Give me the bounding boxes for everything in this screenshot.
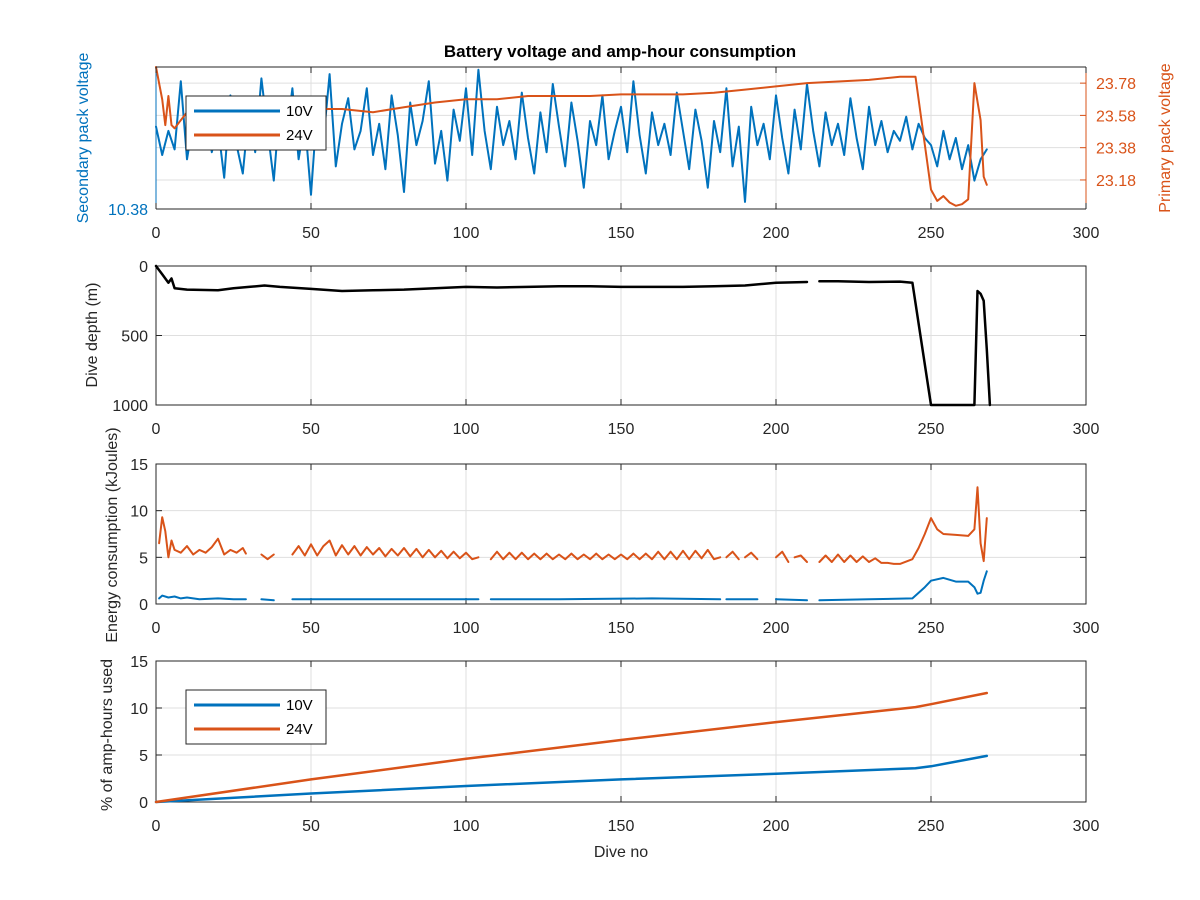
x-tick-label: 150: [608, 620, 635, 637]
x-tick-label: 0: [152, 225, 161, 242]
legend-label-24v: 24V: [286, 721, 313, 738]
voltage-legend-box: [185, 95, 327, 151]
y-tick-label-left: 10.38: [108, 202, 148, 219]
x-tick-label: 300: [1073, 225, 1100, 242]
x-tick-label: 50: [302, 421, 320, 438]
energy-ylabel: Energy consumption (kJoules): [104, 427, 121, 642]
x-tick-label: 150: [608, 421, 635, 438]
legend-label-24v: 24V: [286, 127, 313, 144]
y-tick-label: 500: [121, 329, 148, 346]
energy-24v-line-segment: [158, 516, 247, 559]
energy-24v-line-segment: [818, 486, 988, 565]
x-tick-label: 250: [918, 225, 945, 242]
energy-24v-line-segment: [793, 554, 808, 563]
x-tick-label: 0: [152, 620, 161, 637]
y-tick-label: 15: [130, 457, 148, 474]
dive-depth-panel: 0 50 100 150 200 250 300 0 500 1000: [112, 259, 1099, 438]
energy-10v-line-segment: [158, 594, 247, 601]
y-tick-label: 10: [130, 504, 148, 521]
depth-line-segment: [818, 280, 992, 407]
x-tick-label: 250: [918, 421, 945, 438]
x-tick-label: 50: [302, 818, 320, 835]
x-tick-label: 300: [1073, 818, 1100, 835]
x-tick-label: 250: [918, 620, 945, 637]
x-tick-label: 250: [918, 818, 945, 835]
amp-hours-ylabel: % of amp-hours used: [99, 659, 116, 811]
amp-hours-line-24v: [154, 691, 989, 804]
energy-24v-line-segment: [489, 548, 722, 561]
secondary-voltage-ylabel: Secondary pack voltage: [75, 53, 92, 224]
primary-voltage-ylabel: Primary pack voltage: [1157, 63, 1174, 212]
y-tick-label: 0: [139, 597, 148, 614]
x-tick-label: 100: [453, 620, 480, 637]
y-tick-label: 5: [139, 748, 148, 765]
x-tick-label: 50: [302, 620, 320, 637]
y-tick-label: 15: [130, 654, 148, 671]
energy-panel: 0 50 100 150 200 250 300 0 5 10 15: [130, 457, 1099, 637]
y-tick-label: 10: [130, 701, 148, 718]
energy-24v-line-segment: [291, 539, 480, 561]
amp-hours-legend-box: [185, 689, 327, 745]
energy-24v-line-segment: [744, 551, 759, 561]
y-tick-label: 5: [139, 550, 148, 567]
x-tick-label: 300: [1073, 620, 1100, 637]
y-tick-label-right: 23.38: [1096, 141, 1136, 158]
depth-line-segment: [154, 264, 809, 293]
y-tick-label-right: 23.18: [1096, 173, 1136, 190]
energy-24v-line-segment: [260, 553, 275, 561]
energy-10v-line-segment: [818, 570, 988, 602]
y-tick-label: 1000: [112, 398, 148, 415]
x-tick-label: 200: [763, 225, 790, 242]
energy-10v-line-segment: [775, 598, 808, 602]
x-tick-label: 300: [1073, 421, 1100, 438]
x-tick-label: 150: [608, 225, 635, 242]
x-tick-label: 200: [763, 421, 790, 438]
dive-depth-ylabel: Dive depth (m): [84, 283, 101, 388]
y-tick-label-right: 23.78: [1096, 76, 1136, 93]
dive-no-xlabel: Dive no: [594, 844, 648, 861]
amp-hours-line-10v: [154, 754, 989, 804]
amp-hours-panel: 0 50 100 150 200 250 300 0 5 10 15: [130, 654, 1099, 835]
legend-label-10v: 10V: [286, 697, 313, 714]
energy-24v-line-segment: [725, 550, 740, 561]
amp-hours-legend: 10V 24V: [185, 689, 327, 745]
x-tick-label: 200: [763, 818, 790, 835]
x-tick-label: 150: [608, 818, 635, 835]
x-tick-label: 0: [152, 421, 161, 438]
x-tick-label: 50: [302, 225, 320, 242]
voltage-legend: 10V 24V: [185, 95, 327, 151]
x-tick-label: 100: [453, 225, 480, 242]
x-tick-label: 100: [453, 421, 480, 438]
legend-label-10v: 10V: [286, 103, 313, 120]
y-tick-label-right: 23.58: [1096, 108, 1136, 125]
y-tick-label: 0: [139, 795, 148, 812]
x-tick-label: 200: [763, 620, 790, 637]
x-tick-label: 100: [453, 818, 480, 835]
energy-10v-line-segment: [260, 598, 275, 602]
energy-10v-line-segment: [489, 597, 722, 601]
energy-24v-line-segment: [775, 550, 790, 563]
x-tick-label: 0: [152, 818, 161, 835]
y-tick-label: 0: [139, 259, 148, 276]
figure-title: Battery voltage and amp-hour consumption: [444, 42, 796, 61]
